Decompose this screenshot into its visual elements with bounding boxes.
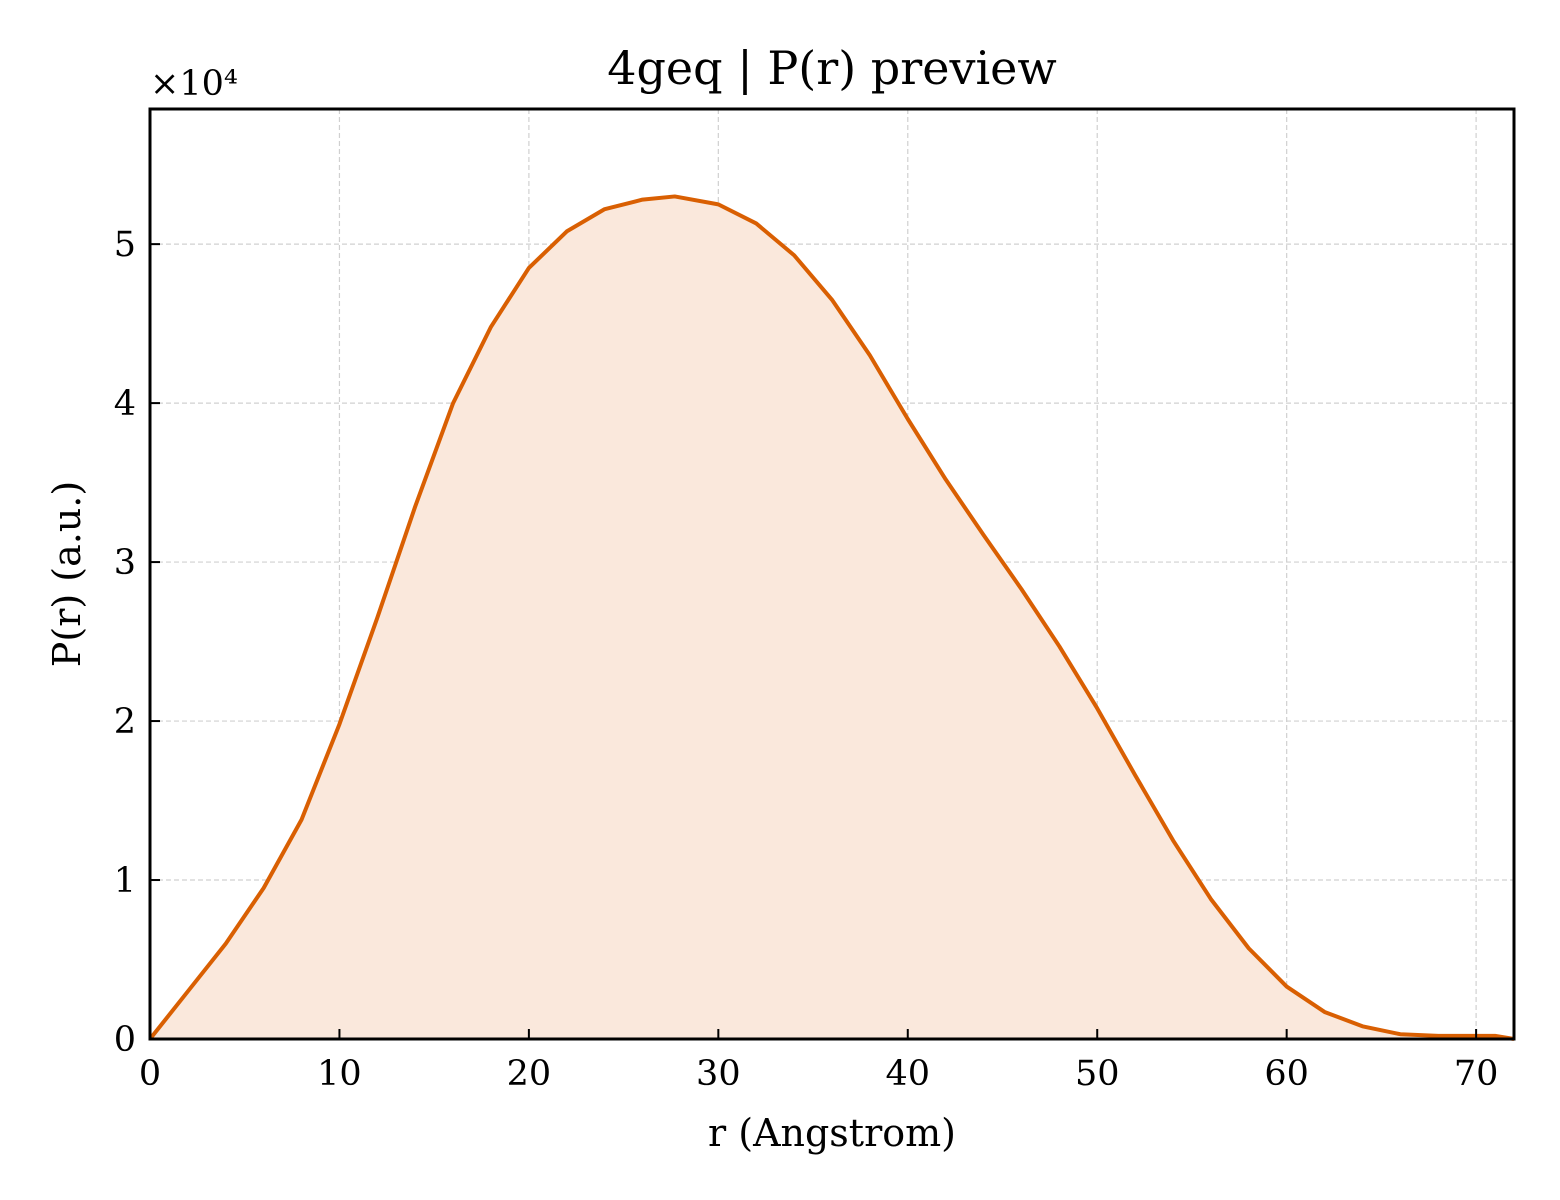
x-tick-label-3: 30 xyxy=(696,1054,741,1094)
chart-title: 4geq | P(r) preview xyxy=(607,41,1057,95)
y-tick-label-5: 5 xyxy=(114,225,136,265)
plot-frame xyxy=(148,107,1516,1041)
x-tick-label-0: 0 xyxy=(139,1054,161,1094)
series-line xyxy=(148,194,1515,1041)
y-tick-label-3: 3 xyxy=(114,543,136,583)
y-tick-label-0: 0 xyxy=(114,1020,136,1060)
x-tick-label-4: 40 xyxy=(886,1054,931,1094)
area-fill xyxy=(150,196,1514,1039)
ticks: 0 10 20 30 40 50 60 70 0 1 2 3 4 5 xyxy=(114,225,1499,1094)
x-tick-label-2: 20 xyxy=(507,1054,552,1094)
x-tick-label-6: 60 xyxy=(1264,1054,1309,1094)
x-tick-label-1: 10 xyxy=(317,1054,362,1094)
y-axis-offset-label: ×10⁴ xyxy=(150,64,238,104)
y-tick-label-1: 1 xyxy=(114,861,136,901)
x-tick-label-5: 50 xyxy=(1075,1054,1120,1094)
y-tick-label-4: 4 xyxy=(114,384,136,424)
x-axis-label: r (Angstrom) xyxy=(708,1111,956,1155)
y-tick-label-2: 2 xyxy=(114,702,136,742)
x-tick-label-7: 70 xyxy=(1454,1054,1499,1094)
y-axis-label: P(r) (a.u.) xyxy=(45,481,89,667)
